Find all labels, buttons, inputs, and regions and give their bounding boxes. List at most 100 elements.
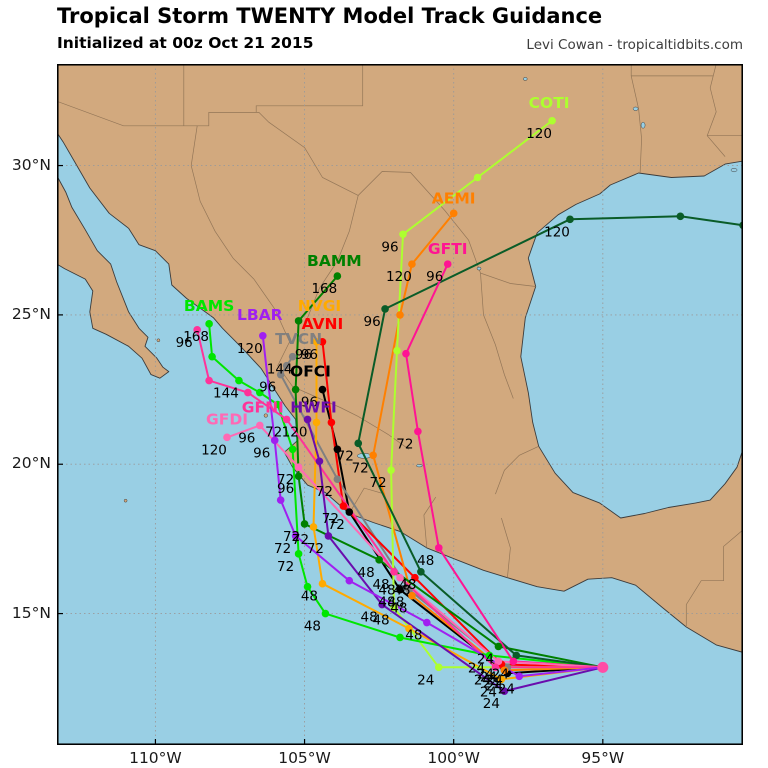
- track-COTI: [390, 119, 604, 669]
- lake: [730, 167, 738, 173]
- track-point: [235, 376, 243, 385]
- y-tick-label: 30°N: [11, 155, 51, 174]
- track-point: [324, 532, 333, 540]
- hour-label: 96: [301, 347, 318, 363]
- lake: [476, 266, 482, 271]
- lake: [640, 121, 646, 129]
- track-point: [408, 260, 416, 268]
- figure-title: Tropical Storm TWENTY Model Track Guidan…: [57, 4, 603, 28]
- track-point: [345, 576, 354, 585]
- admin-border-line: [190, 125, 234, 259]
- hour-label: 48: [387, 595, 404, 611]
- hour-label: 96: [426, 269, 443, 285]
- track-point: [315, 457, 324, 466]
- track-point: [294, 463, 303, 472]
- track-point: [449, 209, 458, 218]
- track-point: [494, 642, 503, 651]
- hour-label: 72: [292, 532, 309, 548]
- track-point: [345, 508, 354, 516]
- y-tick-label: 15°N: [11, 603, 51, 622]
- hour-label: 96: [363, 314, 380, 330]
- track-point: [434, 663, 443, 672]
- hour-label: 120: [544, 224, 570, 240]
- track-point: [294, 550, 303, 558]
- admin-border-line: [232, 257, 293, 387]
- model-label-GFDI: GFDI: [206, 410, 248, 428]
- storm-start-marker: [597, 661, 609, 673]
- hour-label: 24: [486, 678, 503, 694]
- track-point: [333, 272, 342, 280]
- figure-subtitle: Initialized at 00z Oct 21 2015: [57, 34, 314, 52]
- track-point: [378, 600, 386, 609]
- track-point: [318, 579, 327, 588]
- hour-label: 48: [304, 619, 321, 635]
- track-point: [318, 385, 327, 394]
- model-label-HWFI: HWFI: [290, 398, 336, 416]
- track-point: [566, 215, 574, 224]
- x-tick-label: 110°W: [129, 749, 182, 767]
- x-tick-label: 105°W: [278, 749, 331, 767]
- track-point: [312, 337, 321, 346]
- track-point: [321, 609, 330, 618]
- y-tick-label: 20°N: [11, 454, 51, 473]
- track-point: [405, 624, 413, 633]
- track-point: [390, 603, 398, 612]
- hour-label: 48: [399, 577, 416, 593]
- lake: [523, 77, 528, 81]
- track-point: [327, 418, 336, 427]
- track-point: [288, 352, 297, 361]
- hour-label: 120: [282, 424, 308, 440]
- track-point: [494, 657, 503, 666]
- track-point: [288, 445, 297, 454]
- track-point: [333, 445, 342, 454]
- model-label-BAMS: BAMS: [184, 297, 234, 315]
- y-tick-label: 25°N: [11, 304, 51, 323]
- track-point: [205, 376, 213, 385]
- track-BAMS: [208, 322, 604, 669]
- track-point: [369, 451, 377, 460]
- hour-label: 72: [396, 436, 413, 452]
- admin-border-line: [423, 496, 437, 548]
- track-point: [309, 523, 318, 531]
- hour-label: 24: [417, 672, 434, 688]
- model-label-AVNI: AVNI: [302, 315, 344, 333]
- track-point: [381, 305, 389, 313]
- model-label-AEMI: AEMI: [432, 189, 476, 207]
- admin-border-line: [501, 517, 511, 578]
- track-AVNI: [321, 340, 604, 669]
- track-point: [256, 388, 264, 397]
- track-point: [259, 332, 267, 340]
- track-point: [354, 439, 363, 448]
- track-point: [548, 116, 556, 125]
- hour-label: 72: [328, 517, 345, 533]
- hour-label: 24: [474, 672, 491, 688]
- hour-label: 48: [405, 628, 422, 644]
- hour-label: 72: [307, 541, 324, 557]
- model-label-LBAR: LBAR: [237, 306, 283, 324]
- admin-border-line: [358, 416, 410, 450]
- x-tick-label: 100°W: [427, 749, 480, 767]
- hour-label: 48: [393, 583, 410, 599]
- track-point: [405, 585, 413, 594]
- track-point: [318, 337, 327, 346]
- hour-label: 96: [277, 481, 294, 497]
- hour-label: 72: [337, 448, 354, 464]
- track-point: [270, 436, 279, 445]
- hour-label: 24: [477, 666, 494, 682]
- model-label-BAMM: BAMM: [307, 252, 362, 270]
- track-point: [396, 633, 404, 642]
- track-point: [411, 573, 419, 582]
- track-point: [291, 385, 300, 394]
- model-label-TVCN: TVCN: [275, 330, 322, 348]
- lake: [416, 464, 423, 468]
- admin-border-line: [480, 273, 514, 399]
- track-point: [443, 260, 452, 268]
- map-frame-border: [57, 64, 743, 745]
- admin-border-line: [495, 445, 539, 495]
- track-point: [500, 666, 509, 675]
- track-point: [402, 349, 410, 358]
- hour-label: 24: [486, 672, 503, 688]
- track-point: [473, 173, 482, 182]
- hour-label: 168: [311, 281, 337, 297]
- track-point: [676, 212, 685, 221]
